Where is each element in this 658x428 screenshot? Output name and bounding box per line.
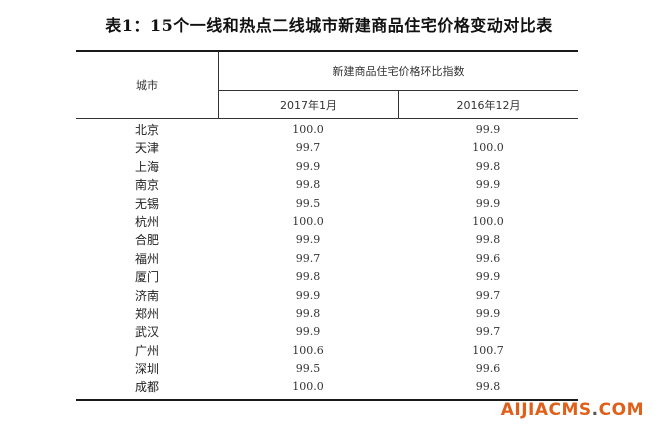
dec-2016-value-cell: 99.9 [475, 123, 501, 136]
table-row: 天津 99.7 100.0 [76, 139, 578, 157]
index-group-header: 新建商品住宅价格环比指数 [219, 52, 578, 91]
dec-2016-value-cell: 100.0 [472, 141, 504, 155]
jan-2017-value-cell: 99.9 [295, 159, 321, 173]
table-row: 厦门 99.8 99.9 [76, 268, 578, 286]
city-cell: 成都 [134, 380, 159, 395]
dec-2016-value-cell: 99.9 [475, 196, 501, 210]
city-cell: 南京 [134, 178, 159, 193]
city-cell: 无锡 [134, 196, 159, 211]
dec-2016-value-cell: 99.6 [475, 362, 501, 376]
jan-2017-value-cell: 99.9 [295, 233, 321, 247]
table-header: 城市 新建商品住宅价格环比指数 2017年1月 2016年12月 [76, 52, 578, 119]
table-row: 合肥 99.9 99.8 [76, 231, 578, 249]
jan-2017-value-cell: 99.8 [295, 306, 321, 320]
dec-2016-value-cell: 99.7 [475, 325, 501, 339]
table-body: 北京 100.0 99.9 天津 99.7 100.0 上海 99.9 99.8 南京 99.8 99… [76, 119, 578, 399]
jan-2017-value-cell: 99.9 [295, 325, 321, 339]
table-row: 广州 100.6 100.7 [76, 342, 578, 360]
dec-2016-column-header: 2016年12月 [456, 98, 521, 112]
table-row: 济南 99.9 99.7 [76, 287, 578, 305]
dec-2016-value-cell: 99.9 [475, 306, 501, 320]
table-row: 成都 100.0 99.8 [76, 378, 578, 396]
table-row: 福州 99.7 99.6 [76, 250, 578, 268]
jan-2017-column-header: 2017年1月 [219, 91, 399, 118]
jan-2017-value-cell: 100.6 [292, 343, 324, 357]
table-bottom-rule [76, 398, 578, 401]
table-title: 表1：15个一线和热点二线城市新建商品住宅价格变动对比表 [105, 16, 553, 35]
dec-2016-value-cell: 99.7 [475, 288, 501, 302]
jan-2017-value-cell: 99.7 [295, 141, 321, 155]
table-row: 南京 99.8 99.9 [76, 176, 578, 194]
table-row: 上海 99.9 99.8 [76, 158, 578, 176]
city-cell: 天津 [134, 141, 159, 156]
table-row: 郑州 99.8 99.9 [76, 305, 578, 323]
jan-2017-value-cell: 99.8 [295, 270, 321, 284]
city-cell: 郑州 [134, 306, 159, 321]
dec-2016-value-cell: 99.9 [475, 178, 501, 192]
table-row: 无锡 99.5 99.9 [76, 195, 578, 213]
dec-2016-value-cell: 99.8 [475, 380, 501, 394]
jan-2017-value-cell: 99.8 [295, 178, 321, 192]
table-row: 深圳 99.5 99.6 [76, 360, 578, 378]
city-cell: 武汉 [134, 325, 159, 340]
city-cell: 济南 [134, 288, 159, 303]
dec-2016-value-cell: 100.7 [472, 343, 504, 357]
jan-2017-value-cell: 100.0 [292, 380, 324, 394]
jan-2017-value-cell: 99.9 [295, 288, 321, 302]
city-cell: 合肥 [134, 233, 159, 248]
watermark-tld: COM [598, 400, 644, 420]
table-row: 杭州 100.0 100.0 [76, 213, 578, 231]
city-cell: 厦门 [134, 270, 159, 285]
price-index-table: 城市 新建商品住宅价格环比指数 2017年1月 2016年12月 北京 100.0… [76, 50, 578, 401]
watermark-dot: . [591, 400, 599, 420]
city-cell: 杭州 [134, 214, 159, 229]
city-column-header: 城市 [76, 52, 219, 118]
city-cell: 福州 [134, 251, 159, 266]
jan-2017-value-cell: 99.7 [295, 251, 321, 265]
watermark-brand: AIJIACMS [500, 400, 592, 420]
dec-2016-value-cell: 99.9 [475, 270, 501, 284]
jan-2017-value-cell: 100.0 [292, 214, 324, 228]
city-cell: 北京 [134, 123, 159, 137]
table-row: 武汉 99.9 99.7 [76, 323, 578, 341]
dec-2016-value-cell: 99.8 [475, 233, 501, 247]
city-cell: 广州 [134, 343, 159, 358]
city-cell: 上海 [134, 159, 159, 174]
dec-2016-value-cell: 100.0 [472, 214, 504, 228]
jan-2017-value-cell: 99.5 [295, 196, 321, 210]
jan-2017-value-cell: 99.5 [295, 362, 321, 376]
jan-2017-value-cell: 100.0 [292, 123, 324, 136]
dec-2016-value-cell: 99.8 [475, 159, 501, 173]
dec-2016-value-cell: 99.6 [475, 251, 501, 265]
table-top-rule [76, 50, 578, 52]
site-watermark: AIJIACMS.COM [501, 400, 644, 420]
city-cell: 深圳 [134, 362, 159, 377]
table-row: 北京 100.0 99.9 [76, 121, 578, 139]
